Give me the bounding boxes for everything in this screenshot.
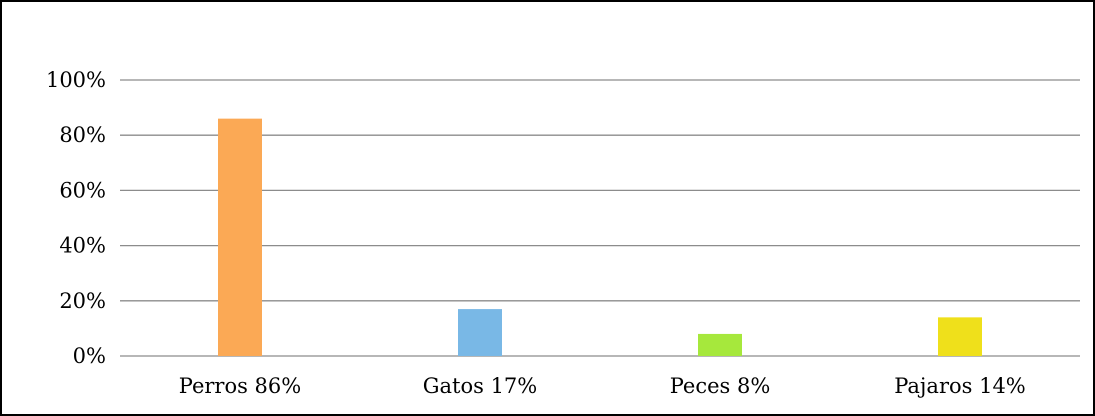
bars — [218, 118, 982, 356]
x-category-label: Perros 86% — [179, 374, 301, 398]
bar-1 — [458, 309, 502, 356]
y-tick-label: 20% — [59, 289, 106, 313]
x-category-label: Gatos 17% — [423, 374, 538, 398]
bar-2 — [698, 333, 742, 356]
bar-0 — [218, 118, 262, 356]
y-tick-label: 0% — [73, 344, 106, 368]
y-tick-label: 100% — [46, 68, 106, 92]
x-category-label: Peces 8% — [670, 374, 771, 398]
y-tick-label: 60% — [59, 178, 106, 202]
y-tick-label: 40% — [59, 234, 106, 258]
x-axis-category-labels: Perros 86% Gatos 17% Peces 8% Pajaros 14% — [179, 374, 1026, 398]
gridlines — [120, 79, 1080, 357]
bar-3 — [938, 317, 982, 356]
y-tick-label: 80% — [59, 123, 106, 147]
y-axis-tick-labels: 0% 20% 40% 60% 80% 100% — [46, 68, 106, 368]
x-category-label: Pajaros 14% — [894, 374, 1026, 398]
